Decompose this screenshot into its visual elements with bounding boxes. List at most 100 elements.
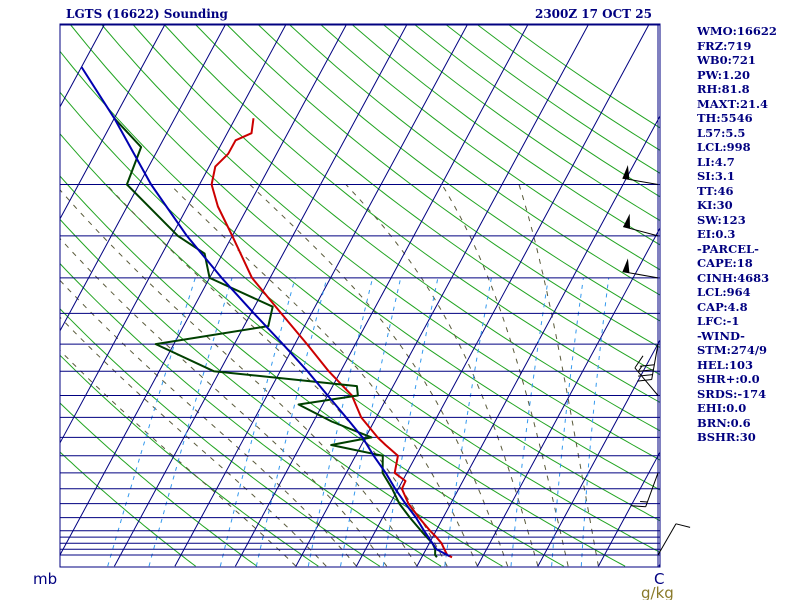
mixing-ratio-line — [580, 277, 610, 567]
moist-adiabat — [60, 279, 357, 567]
dry-adiabat — [289, 24, 660, 296]
index-item: SRDS:-174 — [697, 386, 767, 401]
wind-barbs — [622, 24, 691, 567]
dry-adiabat — [226, 24, 660, 349]
moist-adiabat — [60, 189, 418, 567]
index-item: LI:4.7 — [697, 154, 735, 169]
index-item: WMO:16622 — [697, 24, 777, 38]
plot-frame — [59, 23, 661, 568]
background-lines — [60, 24, 660, 567]
wind-barb-feather — [637, 379, 652, 382]
wind-barb-staff — [645, 472, 659, 507]
index-item: -PARCEL- — [697, 241, 759, 256]
moist-adiabat — [518, 184, 599, 567]
index-item: LFC:-1 — [697, 314, 740, 328]
temperature-trace — [210, 118, 453, 559]
wind-barb-pennant — [622, 165, 630, 180]
isotherm — [537, 339, 660, 567]
isotherm — [60, 24, 166, 220]
moist-adiabat — [441, 184, 569, 567]
index-item: LCL:998 — [697, 140, 751, 154]
index-item: STM:274/9 — [697, 343, 768, 357]
wind-barb-staff — [634, 367, 659, 396]
wind-barb-half-feather — [640, 501, 648, 503]
mixing-ratio-unit-label: g/kg — [641, 584, 674, 600]
wind-barb-feather — [634, 355, 644, 369]
moist-adiabat — [345, 184, 539, 567]
index-item: EI:0.3 — [697, 227, 736, 241]
temperature-unit-label: C — [654, 570, 664, 588]
dry-adiabat — [60, 354, 319, 567]
index-item: TH:5546 — [697, 111, 753, 125]
index-item: WB0:721 — [697, 53, 756, 67]
wind-barb-staff — [622, 271, 659, 279]
index-item: BRN:0.6 — [697, 415, 751, 430]
moist-adiabat — [249, 184, 509, 567]
index-item: L57:5.5 — [697, 125, 746, 140]
index-item: KI:30 — [697, 198, 733, 212]
isotherm — [60, 24, 106, 108]
index-item: BSHR:30 — [697, 430, 756, 444]
dry-adiabat — [133, 24, 660, 432]
wind-barb-half-feather — [637, 365, 643, 372]
isotherm — [295, 24, 590, 567]
wind-barb-feather — [631, 505, 646, 508]
wind-barb-staff — [622, 177, 659, 185]
dry-adiabat — [60, 175, 564, 567]
dry-adiabat — [258, 24, 660, 322]
pressure-gridlines — [60, 24, 660, 556]
mixing-ratio-line — [510, 277, 549, 567]
index-item: EHI:0.0 — [697, 401, 747, 415]
dewpoint-trace — [113, 117, 438, 558]
dry-adiabat — [60, 50, 660, 522]
pressure-unit-label: mb — [33, 570, 57, 588]
stability-indices-panel: WMO:16622 FRZ:719 WB0:721 PW:1.20 RH:81.8 MAX… — [697, 24, 800, 445]
dry-adiabat — [70, 24, 660, 491]
wind-barb-feather — [638, 369, 654, 372]
wind-barb-staff — [657, 523, 677, 556]
wind-barb-staff — [651, 344, 659, 380]
mixing-ratio-line — [551, 277, 584, 567]
isotherm — [355, 24, 650, 567]
index-item: MAXT:21.4 — [697, 96, 768, 111]
dry-adiabat — [60, 451, 196, 567]
dry-adiabat — [60, 133, 626, 567]
moist-adiabat — [60, 316, 327, 567]
isotherm — [476, 227, 660, 567]
index-item: FRZ:719 — [697, 38, 752, 53]
sounding-traces — [80, 66, 453, 559]
index-item: HEL:103 — [697, 357, 753, 372]
mixing-ratio-line — [382, 277, 439, 567]
parcel-trace — [80, 66, 451, 557]
isotherm — [113, 24, 408, 567]
dry-adiabat — [60, 218, 503, 567]
dry-adiabat — [320, 24, 660, 271]
isotherm — [597, 451, 660, 567]
index-item: -WIND- — [697, 328, 745, 343]
isotherm — [60, 24, 348, 556]
isotherm — [416, 114, 660, 567]
dry-adiabat — [60, 262, 442, 567]
mixing-ratio-line — [255, 277, 328, 567]
index-item: SHR+:0.0 — [697, 372, 760, 386]
moist-adiabat — [169, 184, 478, 567]
index-item: RH:81.8 — [697, 82, 750, 96]
index-item: PW:1.20 — [697, 67, 751, 82]
isotherm — [174, 24, 469, 567]
wind-barb-pennant — [622, 258, 630, 273]
wind-barb-pennant — [623, 213, 630, 229]
index-item: CAPE:18 — [697, 256, 753, 270]
wind-barb-staff — [623, 226, 659, 237]
isotherm — [60, 24, 227, 332]
dry-adiabat — [101, 24, 660, 461]
moist-adiabat — [60, 237, 388, 567]
index-item: CAP:4.8 — [697, 299, 748, 314]
dry-adiabat — [195, 24, 660, 376]
index-item: SI:3.1 — [697, 169, 735, 183]
dry-adiabat — [164, 24, 660, 403]
chart-datetime: 2300Z 17 OCT 25 — [535, 7, 652, 21]
index-item: LCL:964 — [697, 285, 751, 299]
wind-barb-feather — [675, 523, 691, 528]
dry-adiabat — [60, 402, 258, 567]
